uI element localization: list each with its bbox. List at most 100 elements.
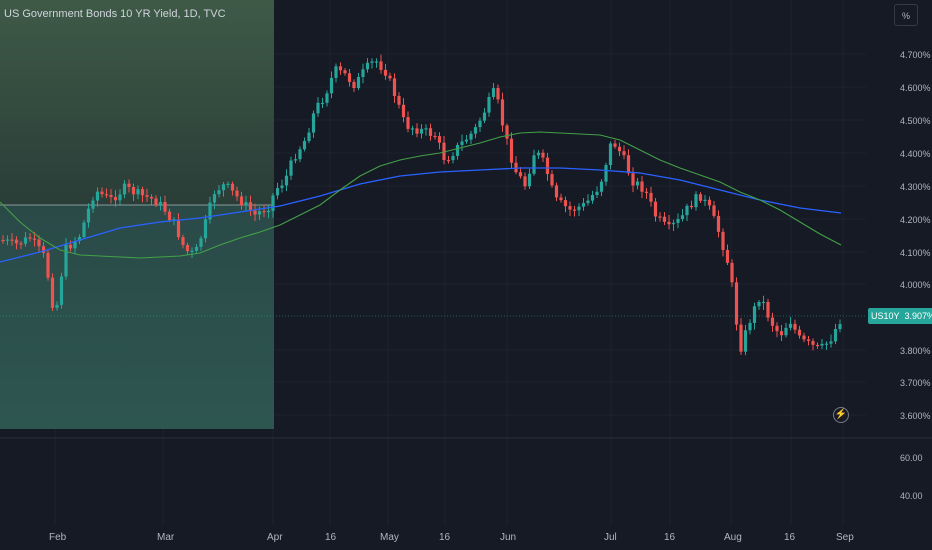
candle-body — [275, 188, 280, 196]
price-tick: 4.600% — [900, 83, 931, 93]
candle-body — [595, 191, 599, 195]
candle-body — [482, 112, 487, 121]
candle-body — [833, 329, 838, 342]
candle-body — [820, 343, 824, 346]
candle-body — [266, 210, 271, 213]
candle-body — [698, 194, 703, 201]
candle-body — [451, 155, 455, 161]
candle-body — [712, 205, 716, 216]
candle-body — [208, 202, 212, 220]
candle-body — [46, 252, 50, 278]
candle-body — [694, 194, 698, 208]
candle-body — [248, 202, 253, 211]
candle-body — [563, 200, 568, 207]
candle-body — [406, 117, 410, 129]
candle-body — [811, 340, 815, 345]
price-tick: 3.600% — [900, 411, 931, 421]
price-tick: 4.400% — [900, 149, 931, 159]
candle-body — [185, 244, 190, 252]
candle-body — [95, 191, 100, 201]
candle-body — [41, 246, 46, 253]
time-tick: Jul — [604, 532, 617, 543]
time-tick: Aug — [724, 532, 742, 543]
candle-body — [82, 222, 86, 238]
candle-body — [802, 335, 806, 340]
candle-body — [280, 185, 284, 189]
candle-body — [226, 183, 230, 186]
candle-body — [748, 322, 752, 331]
candle-body — [554, 185, 559, 198]
candle-body — [824, 343, 829, 345]
candle-body — [338, 66, 343, 71]
candle-body — [689, 205, 694, 208]
candle-body — [658, 216, 662, 218]
candle-body — [158, 202, 163, 205]
candle-body — [109, 195, 113, 197]
candlestick-series — [1, 54, 842, 356]
candle-body — [73, 241, 77, 249]
candle-body — [1, 240, 5, 242]
candle-body — [131, 187, 136, 195]
candle-body — [37, 239, 41, 247]
candle-body — [667, 221, 671, 225]
candle-body — [752, 306, 757, 323]
candle-body — [257, 211, 262, 215]
time-tick: May — [380, 532, 399, 543]
price-tick: 4.700% — [900, 50, 931, 60]
candle-body — [149, 196, 154, 199]
candle-body — [761, 301, 766, 304]
time-tick: Mar — [157, 532, 175, 543]
candle-body — [415, 128, 419, 134]
candle-body — [239, 196, 244, 206]
candle-body — [487, 97, 491, 113]
candle-body — [757, 301, 761, 307]
candle-body — [653, 201, 658, 217]
price-tick: 4.200% — [900, 215, 931, 225]
candle-body — [491, 88, 496, 98]
candle-body — [586, 200, 590, 204]
time-tick: Jun — [500, 532, 517, 543]
candle-body — [19, 243, 23, 245]
candle-body — [401, 104, 406, 118]
candle-body — [230, 183, 235, 191]
candle-body — [464, 139, 469, 142]
candle-body — [253, 210, 257, 215]
candle-body — [617, 146, 622, 152]
candle-body — [365, 62, 370, 70]
candle-body — [788, 323, 793, 328]
candle-body — [167, 211, 172, 221]
symbol-title[interactable]: US Government Bonds 10 YR Yield, 1D, TVC — [4, 8, 226, 20]
lightning-icon[interactable]: ⚡ — [833, 407, 849, 423]
candle-body — [77, 237, 82, 242]
candle-body — [743, 330, 748, 352]
candle-body — [361, 69, 365, 77]
candle-body — [212, 194, 217, 203]
price-tick: 3.800% — [900, 346, 931, 356]
percent-scale-button[interactable]: % — [894, 4, 918, 26]
candle-body — [806, 339, 811, 341]
candle-body — [356, 76, 361, 89]
candle-body — [838, 324, 842, 330]
candle-body — [770, 317, 775, 326]
candle-body — [199, 238, 203, 247]
candle-body — [644, 191, 649, 193]
candle-body — [140, 189, 145, 196]
candle-body — [829, 341, 833, 344]
candle-body — [172, 219, 176, 221]
candle-body — [541, 152, 545, 158]
candle-body — [505, 125, 509, 139]
candle-body — [739, 324, 743, 352]
candle-body — [163, 202, 167, 212]
time-tick: 16 — [664, 532, 676, 543]
candle-body — [676, 219, 680, 223]
candle-body — [320, 102, 325, 105]
candle-body — [136, 189, 140, 195]
candle-body — [392, 78, 397, 96]
candle-body — [572, 209, 577, 211]
candle-body — [302, 141, 307, 150]
price-tick: 4.300% — [900, 182, 931, 192]
candle-body — [536, 152, 541, 156]
candle-body — [271, 195, 275, 211]
candle-body — [604, 165, 608, 182]
